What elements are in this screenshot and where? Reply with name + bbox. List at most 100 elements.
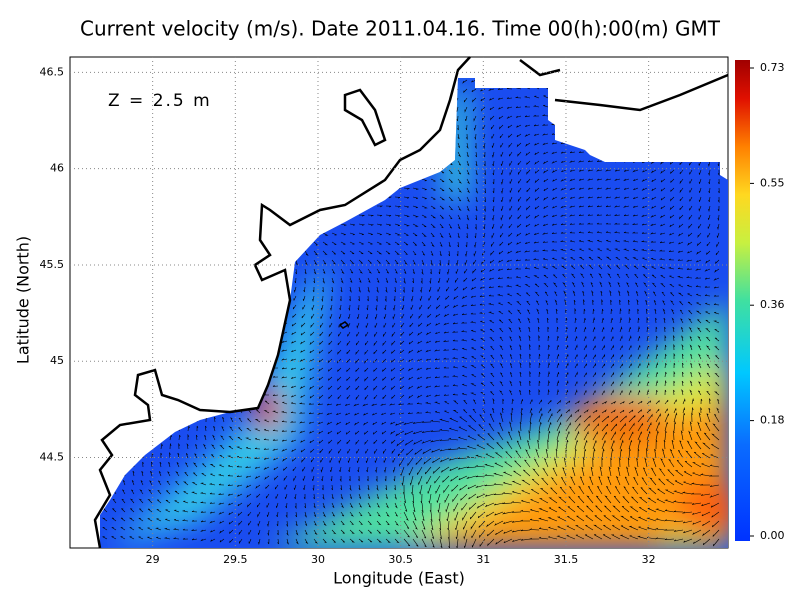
velocity-arrow [375, 304, 378, 312]
velocity-arrow [281, 439, 288, 442]
velocity-arrow [490, 346, 495, 351]
velocity-arrow [357, 313, 360, 319]
velocity-arrow [534, 178, 540, 184]
velocity-arrow [592, 316, 595, 324]
velocity-arrow [642, 205, 648, 209]
velocity-arrow [439, 538, 443, 548]
velocity-arrow [714, 391, 720, 396]
velocity-arrow [394, 277, 397, 283]
velocity-arrow [620, 515, 630, 522]
velocity-arrow [470, 511, 477, 520]
velocity-arrow [598, 273, 603, 279]
velocity-arrow [632, 486, 639, 495]
velocity-arrow [448, 187, 453, 192]
velocity-arrow [434, 385, 441, 388]
velocity-arrow [680, 430, 684, 441]
velocity-arrow [569, 214, 576, 217]
velocity-arrow [349, 268, 354, 274]
velocity-arrow [531, 489, 540, 495]
velocity-arrow [538, 362, 541, 369]
velocity-arrow [335, 421, 342, 426]
velocity-arrow [556, 399, 562, 405]
velocity-arrow [488, 286, 495, 288]
velocity-arrow [255, 484, 261, 489]
velocity-arrow [698, 196, 702, 202]
velocity-arrow [546, 308, 549, 315]
velocity-arrow [551, 169, 558, 174]
velocity-arrow [697, 336, 702, 342]
velocity-arrow [637, 448, 640, 459]
velocity-arrow [365, 331, 369, 337]
velocity-arrow [440, 448, 450, 452]
velocity-arrow [384, 304, 387, 311]
velocity-arrow [376, 241, 382, 245]
velocity-arrow [655, 389, 658, 396]
velocity-arrow [390, 376, 396, 381]
velocity-arrow [605, 231, 612, 234]
velocity-arrow [321, 295, 324, 303]
velocity-arrow [475, 484, 486, 488]
velocity-arrow [264, 475, 270, 480]
velocity-arrow [588, 264, 594, 270]
velocity-arrow [626, 466, 630, 477]
velocity-arrow [494, 502, 504, 506]
velocity-arrow [338, 448, 342, 454]
velocity-arrow [616, 273, 621, 279]
velocity-arrow [511, 398, 514, 405]
velocity-arrow [358, 511, 363, 517]
velocity-arrow [637, 535, 648, 540]
velocity-arrow [403, 268, 407, 274]
velocity-arrow [489, 320, 495, 324]
velocity-arrow [660, 275, 666, 279]
velocity-arrow [193, 472, 198, 477]
velocity-arrow [701, 511, 711, 517]
velocity-arrow [689, 160, 693, 166]
velocity-arrow [579, 248, 585, 252]
velocity-arrow [254, 418, 261, 423]
velocity-arrow [657, 488, 666, 495]
velocity-arrow [601, 381, 605, 387]
velocity-arrow [175, 471, 180, 477]
velocity-arrow [331, 268, 336, 275]
velocity-arrow [548, 497, 558, 504]
velocity-arrow [403, 259, 408, 265]
velocity-arrow [421, 421, 432, 423]
velocity-arrow [625, 273, 630, 279]
velocity-arrow [698, 412, 702, 423]
velocity-arrow [538, 430, 541, 441]
velocity-arrow [551, 232, 558, 234]
velocity-arrow [556, 372, 560, 378]
velocity-arrow [642, 169, 648, 173]
velocity-arrow [448, 223, 452, 229]
velocity-arrow [539, 527, 549, 531]
velocity-arrow [696, 327, 702, 333]
velocity-arrow [355, 358, 360, 364]
velocity-arrow [658, 249, 665, 252]
velocity-arrow [336, 358, 342, 364]
velocity-arrow [475, 214, 478, 221]
velocity-arrow [509, 169, 513, 176]
velocity-arrow [385, 214, 392, 217]
velocity-arrow [257, 520, 261, 527]
velocity-arrow [340, 259, 346, 265]
velocity-arrow [493, 472, 504, 477]
velocity-arrow [479, 303, 486, 306]
velocity-arrow [534, 223, 540, 227]
velocity-arrow [329, 313, 333, 319]
velocity-arrow [700, 406, 703, 414]
velocity-arrow [502, 398, 505, 405]
velocity-arrow [659, 241, 666, 244]
velocity-arrow [480, 277, 486, 281]
velocity-arrow [218, 511, 225, 515]
velocity-arrow [282, 457, 288, 462]
velocity-arrow [511, 520, 522, 523]
velocity-arrow [691, 412, 693, 423]
velocity-arrow [453, 502, 459, 513]
velocity-arrow [574, 371, 578, 378]
velocity-arrow [592, 308, 595, 315]
velocity-arrow [470, 295, 477, 298]
velocity-arrow [646, 400, 652, 405]
velocity-arrow [588, 248, 594, 252]
velocity-arrow [293, 295, 297, 301]
velocity-arrow [484, 196, 486, 203]
